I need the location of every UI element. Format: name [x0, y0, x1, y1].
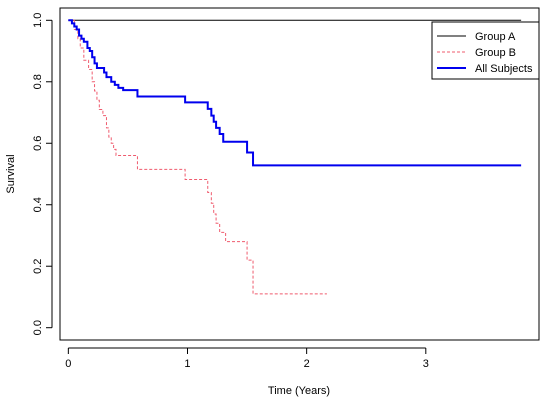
legend-label-group-a: Group A — [475, 31, 516, 43]
y-tick-label: 0.8 — [32, 74, 44, 89]
x-tick-label: 0 — [65, 358, 71, 370]
x-axis: 0 1 2 3 — [65, 347, 429, 370]
x-tick-label: 3 — [423, 358, 429, 370]
y-tick-label: 0.0 — [32, 320, 44, 335]
y-tick-label: 1.0 — [32, 13, 44, 28]
series-lines — [68, 19, 522, 295]
legend-box — [431, 21, 540, 80]
y-tick-label: 0.6 — [32, 136, 44, 151]
series-line-group-b — [68, 19, 327, 295]
y-tick-label: 0.4 — [32, 197, 44, 212]
y-axis: 0.0 0.2 0.4 0.6 0.8 1.0 — [32, 13, 53, 335]
legend-label-all-subjects: All Subjects — [475, 63, 533, 75]
legend-label-group-b: Group B — [475, 47, 516, 59]
y-axis-label: Survival — [5, 154, 17, 193]
x-tick-label: 2 — [304, 358, 310, 370]
series-line-all-subjects — [68, 19, 522, 167]
y-tick-label: 0.2 — [32, 259, 44, 274]
legend: Group A Group B All Subjects — [431, 21, 540, 80]
x-axis-label: Time (Years) — [268, 385, 330, 397]
plot-frame — [59, 7, 540, 341]
x-tick-label: 1 — [184, 358, 190, 370]
